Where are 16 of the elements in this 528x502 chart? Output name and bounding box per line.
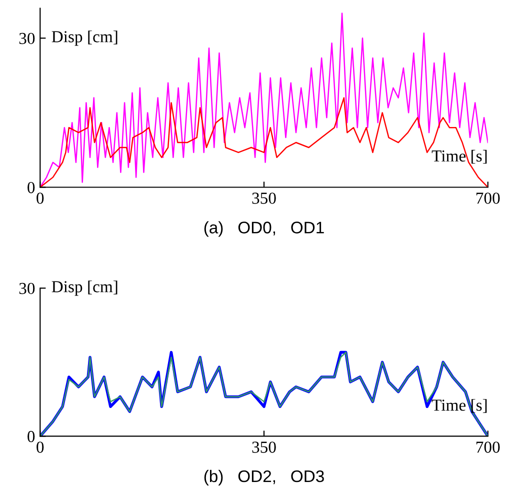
x-tick-label: 350: [252, 192, 276, 204]
y-tick-label: 30: [19, 282, 35, 294]
x-axis-title: Time [s]: [432, 399, 487, 413]
y-tick-label: 0: [28, 430, 35, 442]
x-tick-label: 700: [476, 442, 500, 453]
y-axis-title: Disp [cm]: [52, 30, 118, 46]
text: (a) OD0, OD1: [204, 221, 324, 237]
x-tick-label: 700: [476, 192, 500, 204]
x-axis-title: Time [s]: [432, 150, 487, 164]
y-axis-title: Disp [cm]: [52, 280, 118, 296]
text: (b) OD2, OD3: [204, 470, 324, 486]
y-tick-label: 30: [19, 32, 35, 44]
x-tick-label: 0: [36, 442, 44, 453]
y-tick-label: 0: [28, 182, 35, 194]
x-tick-label: 0: [36, 192, 44, 204]
x-tick-label: 350: [252, 442, 276, 453]
